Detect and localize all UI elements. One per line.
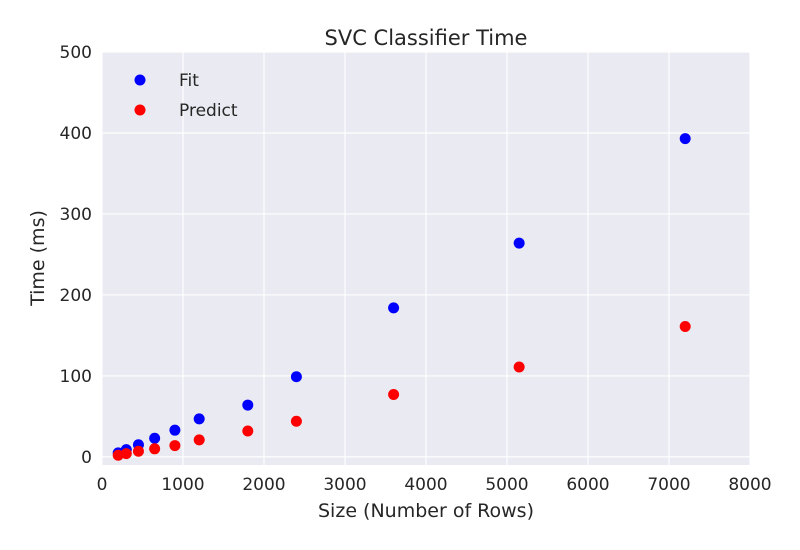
fit-point	[242, 399, 254, 411]
x-tick-label: 8000	[728, 475, 771, 495]
x-tick-label: 7000	[647, 475, 690, 495]
y-tick-label: 200	[60, 286, 92, 306]
predict-point	[132, 445, 144, 457]
legend-marker-predict	[134, 104, 146, 116]
grid	[101, 51, 751, 465]
predict-point	[513, 361, 525, 373]
predict-point	[120, 448, 132, 460]
x-axis-label: Size (Number of Rows)	[318, 500, 534, 522]
fit-point	[193, 413, 205, 425]
y-tick-label: 0	[81, 448, 92, 468]
fit-point	[290, 371, 302, 383]
x-tick-label: 0	[97, 475, 108, 495]
legend-marker-fit	[134, 74, 146, 86]
predict-point	[169, 440, 181, 452]
predict-point	[149, 443, 161, 455]
fit-point	[513, 237, 525, 249]
x-tick-label: 6000	[566, 475, 609, 495]
chart-title: SVC Classifier Time	[325, 26, 528, 50]
predict-point	[388, 389, 400, 401]
x-tick-label: 4000	[404, 475, 447, 495]
predict-point	[193, 434, 205, 446]
legend-label-predict: Predict	[179, 101, 238, 121]
data-points	[112, 133, 691, 461]
fit-point	[679, 133, 691, 145]
y-axis-label: Time (ms)	[27, 210, 49, 307]
fit-point	[388, 302, 400, 314]
y-tick-label: 300	[60, 205, 92, 225]
y-tick-label: 400	[60, 124, 92, 144]
predict-point	[242, 425, 254, 437]
predict-point	[679, 321, 691, 333]
tick-labels: 0 1000 2000 3000 4000 5000 6000 7000 8000 0 100 200…	[60, 43, 772, 495]
x-tick-label: 3000	[323, 475, 366, 495]
fit-point	[149, 432, 161, 444]
y-tick-label: 100	[60, 367, 92, 387]
y-tick-label: 500	[60, 43, 92, 63]
fit-point	[169, 424, 181, 436]
x-tick-label: 2000	[242, 475, 285, 495]
legend-label-fit: Fit	[179, 71, 199, 91]
predict-point	[290, 415, 302, 427]
x-tick-label: 5000	[485, 475, 528, 495]
x-tick-label: 1000	[161, 475, 204, 495]
legend: Fit Predict	[134, 71, 238, 121]
